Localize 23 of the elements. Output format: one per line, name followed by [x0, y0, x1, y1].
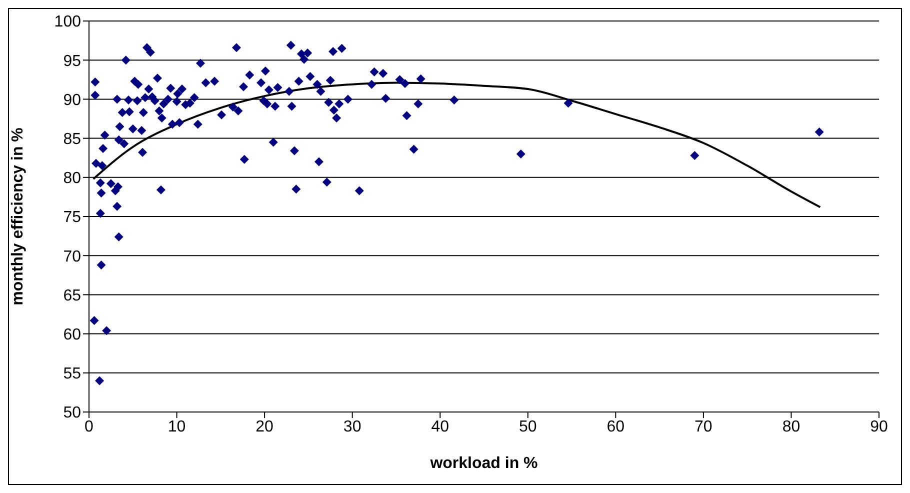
x-tick-label: 40 — [431, 418, 450, 436]
x-tick-label: 80 — [782, 418, 800, 436]
y-tick-label: 100 — [54, 14, 82, 31]
x-axis-title: workload in % — [429, 455, 538, 472]
x-tick-label: 10 — [168, 418, 186, 436]
x-tick-label: 90 — [870, 418, 888, 436]
x-tick-label: 60 — [606, 418, 625, 436]
y-tick-label: 60 — [63, 326, 82, 344]
x-tick-label: 70 — [694, 418, 712, 436]
y-tick-label: 70 — [63, 248, 82, 266]
y-axis-title: monthly efficiency in % — [10, 128, 27, 306]
x-tick-label: 20 — [256, 418, 274, 436]
y-tick-label: 90 — [63, 92, 82, 109]
y-tick-label: 75 — [63, 209, 82, 226]
y-tick-label: 50 — [63, 404, 82, 422]
y-tick-label: 80 — [63, 170, 82, 188]
y-tick-label: 85 — [63, 130, 82, 148]
y-tick-label: 55 — [63, 366, 82, 383]
x-tick-label: 30 — [343, 418, 362, 436]
y-tick-label: 65 — [63, 287, 82, 304]
x-tick-label: 0 — [84, 418, 94, 436]
x-tick-label: 50 — [518, 418, 537, 436]
y-tick-label: 95 — [63, 52, 82, 70]
